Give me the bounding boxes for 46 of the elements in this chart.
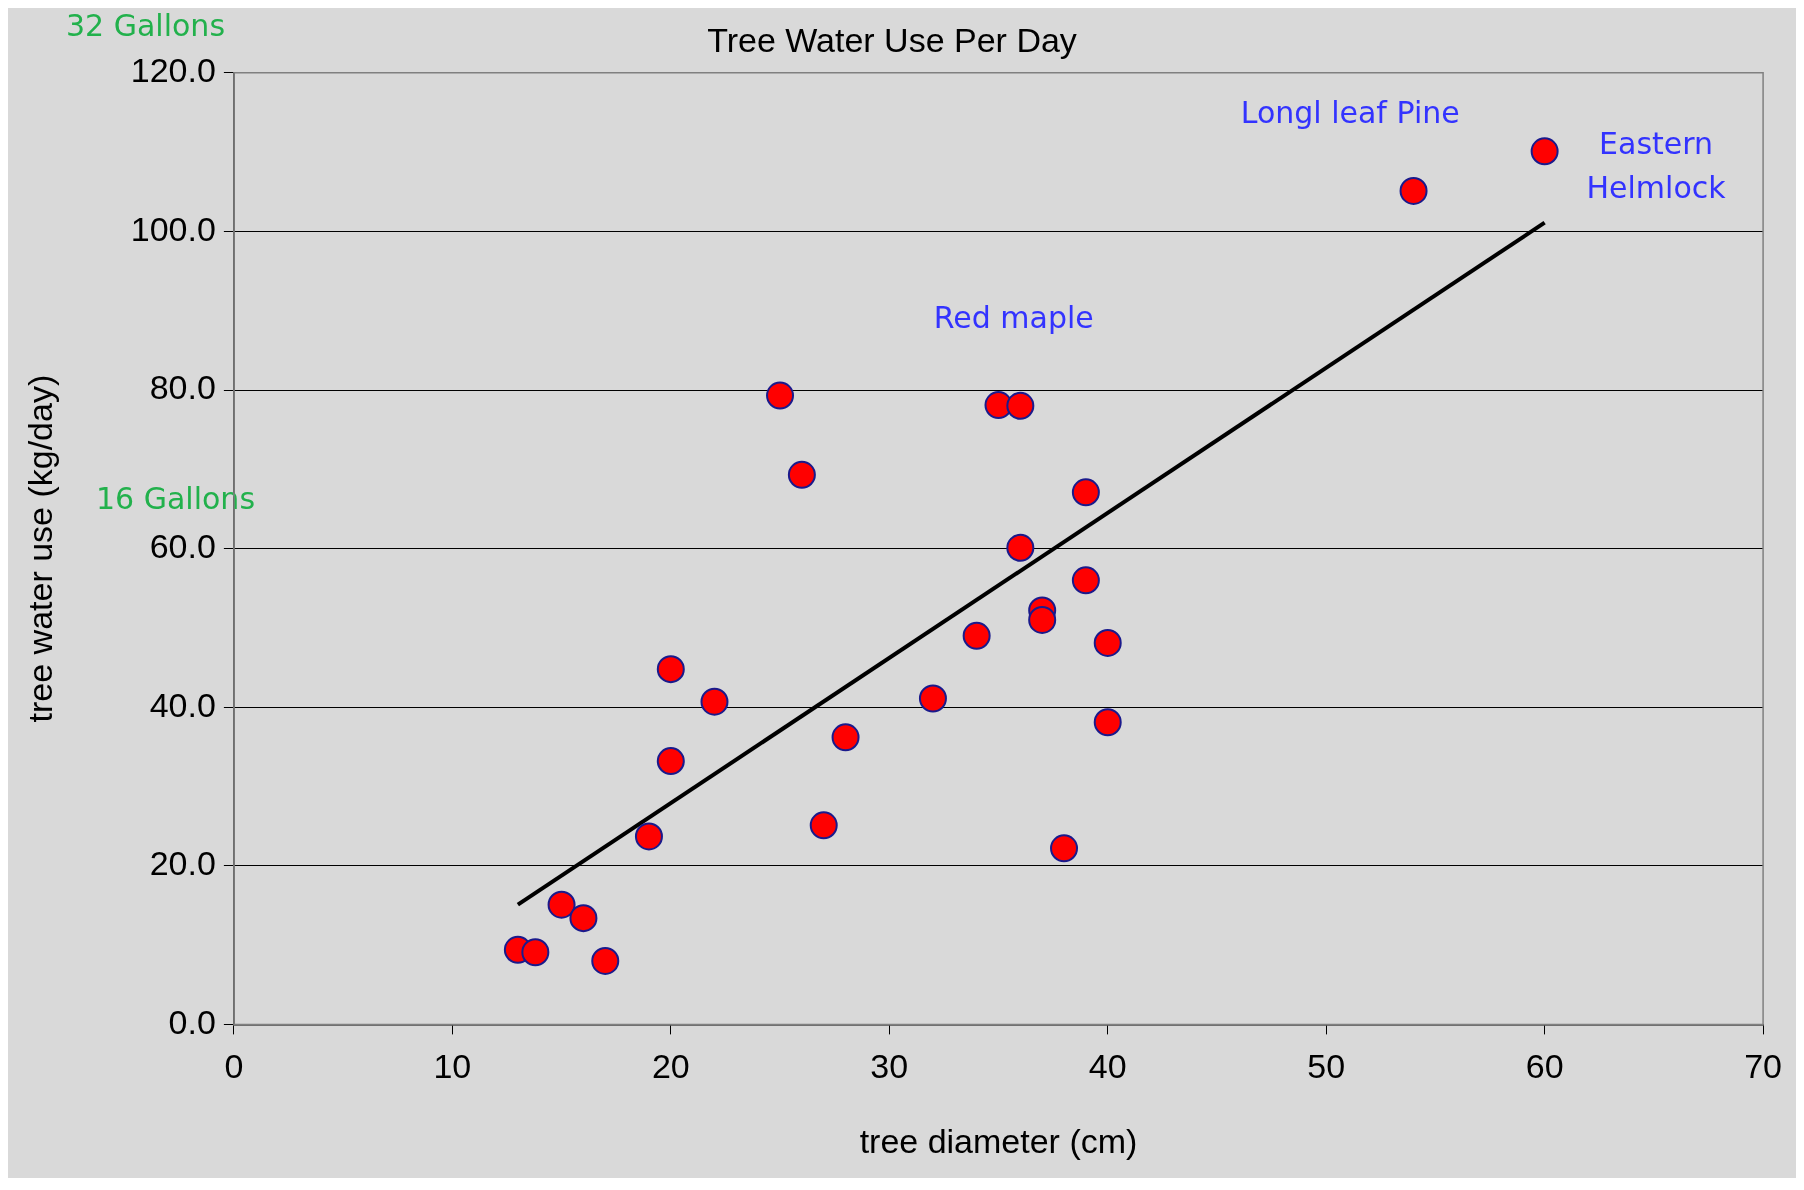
point [1530,137,1559,166]
point [700,687,729,716]
point [787,460,816,489]
point [656,747,685,776]
x-tick-label: 20 [651,1047,690,1086]
y-tick-label: 0.0 [168,1002,216,1041]
point [1028,605,1057,634]
point [918,684,947,713]
point [1093,628,1122,657]
point [569,904,598,933]
chart-title: Tree Water Use Per Day [707,20,1077,59]
x-tick-label: 10 [433,1047,472,1086]
y-axis-title: tree water use (kg/day) [20,374,59,723]
annotation: Longl leaf Pine [1240,95,1460,131]
point [831,723,860,752]
annotation: Red maple [933,300,1094,336]
point [1006,533,1035,562]
point [591,946,620,975]
point [547,890,576,919]
x-tick-label: 50 [1307,1047,1346,1086]
y-tick-label: 120.0 [130,51,216,90]
point [1399,176,1428,205]
text: 32 Gallons [66,7,226,43]
x-tick-label: 60 [1525,1047,1564,1086]
point [766,381,795,410]
y-tick-label: 60.0 [149,526,216,565]
point [1006,391,1035,420]
point [634,822,663,851]
point [656,655,685,684]
point [1071,566,1100,595]
point [962,621,991,650]
x-tick-label: 0 [224,1047,244,1086]
x-tick-label: 40 [1088,1047,1127,1086]
x-axis-title: tree diameter (cm) [859,1121,1138,1160]
y-tick-label: 40.0 [149,685,216,724]
point [1050,834,1079,863]
point [1093,708,1122,737]
annotation: Eastern Helmlock [1586,125,1727,205]
point [521,938,550,967]
y-tick-label: 20.0 [149,844,216,883]
x-tick-label: 70 [1744,1047,1782,1086]
y-tick-label: 100.0 [130,209,216,248]
point [1071,478,1100,507]
point [809,811,838,840]
y-tick-label: 80.0 [149,368,216,407]
x-tick-label: 30 [870,1047,909,1086]
